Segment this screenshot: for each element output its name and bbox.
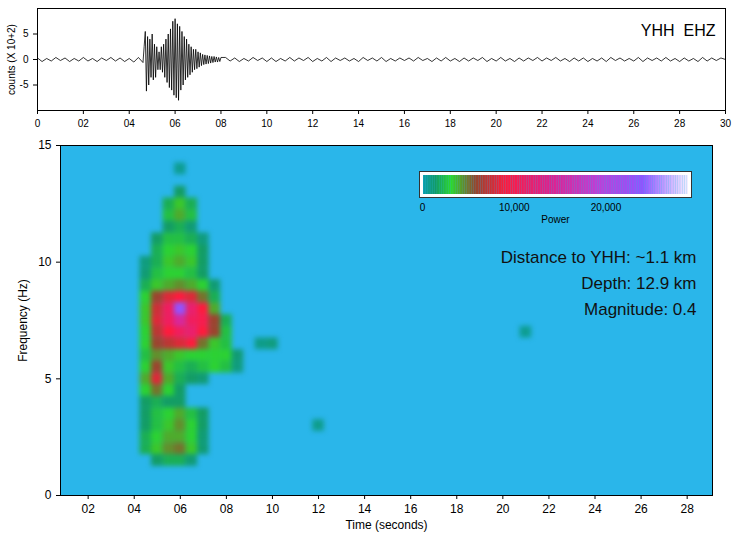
svg-text:02: 02 [78, 118, 90, 128]
svg-text:20: 20 [496, 502, 510, 516]
svg-text:04: 04 [124, 118, 136, 128]
svg-text:14: 14 [358, 502, 372, 516]
svg-text:16: 16 [404, 502, 418, 516]
svg-text:30: 30 [720, 118, 732, 128]
svg-text:Frequency (Hz): Frequency (Hz) [16, 279, 30, 362]
svg-text:28: 28 [674, 118, 686, 128]
svg-text:08: 08 [220, 502, 234, 516]
svg-text:20,000: 20,000 [591, 202, 622, 213]
svg-text:0: 0 [35, 118, 41, 128]
svg-text:08: 08 [215, 118, 227, 128]
svg-text:02: 02 [81, 502, 95, 516]
svg-text:18: 18 [445, 118, 457, 128]
svg-text:06: 06 [174, 502, 188, 516]
svg-text:22: 22 [542, 502, 556, 516]
svg-text:24: 24 [582, 118, 594, 128]
svg-text:0: 0 [23, 54, 29, 65]
svg-text:Power: Power [541, 214, 570, 225]
svg-text:15: 15 [38, 138, 52, 152]
svg-text:5: 5 [45, 372, 52, 386]
svg-text:Depth: 12.9 km: Depth: 12.9 km [581, 274, 696, 293]
svg-text:16: 16 [399, 118, 411, 128]
svg-text:12: 12 [312, 502, 326, 516]
svg-text:Magnitude: 0.4: Magnitude: 0.4 [584, 300, 696, 319]
svg-text:20: 20 [491, 118, 503, 128]
svg-text:0: 0 [420, 202, 426, 213]
svg-text:26: 26 [634, 502, 648, 516]
svg-text:counts (X 10+2): counts (X 10+2) [6, 24, 17, 95]
svg-text:10: 10 [38, 255, 52, 269]
svg-text:22: 22 [536, 118, 548, 128]
svg-text:5: 5 [23, 28, 29, 39]
svg-text:-5: -5 [20, 79, 29, 90]
svg-text:06: 06 [170, 118, 182, 128]
svg-text:14: 14 [353, 118, 365, 128]
svg-text:28: 28 [680, 502, 694, 516]
svg-text:12: 12 [307, 118, 319, 128]
svg-text:24: 24 [588, 502, 602, 516]
svg-text:Time (seconds): Time (seconds) [345, 518, 427, 532]
svg-text:10: 10 [261, 118, 273, 128]
svg-text:Distance to YHH: ~1.1 km: Distance to YHH: ~1.1 km [501, 248, 697, 267]
svg-text:04: 04 [128, 502, 142, 516]
svg-text:18: 18 [450, 502, 464, 516]
svg-text:0: 0 [45, 488, 52, 502]
svg-text:10,000: 10,000 [499, 202, 530, 213]
svg-text:YHH EHZ: YHH EHZ [641, 22, 716, 39]
svg-text:26: 26 [628, 118, 640, 128]
svg-text:10: 10 [266, 502, 280, 516]
